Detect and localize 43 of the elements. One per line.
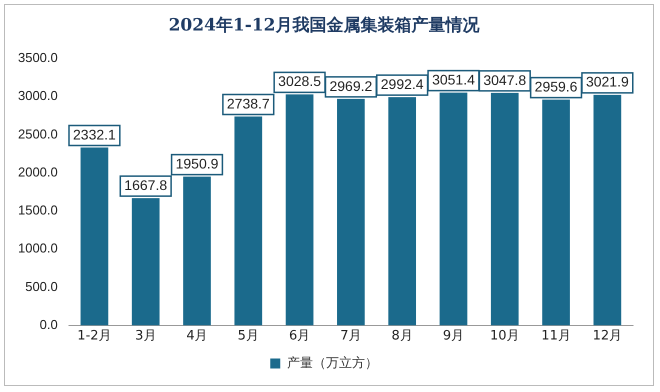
data-label: 1667.8	[124, 177, 168, 194]
x-tick-label: 11月	[541, 328, 571, 344]
y-tick-label: 1500.0	[18, 202, 58, 218]
data-label: 1950.9	[176, 155, 219, 172]
x-tick-label: 6月	[288, 328, 310, 344]
data-label: 2738.7	[226, 95, 270, 112]
data-label: 2969.2	[329, 78, 372, 94]
data-label: 3051.4	[432, 71, 476, 88]
y-tick-label: 3500.0	[18, 50, 58, 65]
y-tick-label: 500.0	[25, 278, 58, 294]
x-tick-label: 9月	[442, 328, 464, 344]
bar	[337, 98, 365, 326]
x-tick-label: 7月	[340, 328, 362, 344]
bar	[490, 92, 519, 326]
chart-title: 2024年1-12月我国金属集装箱产量情况	[168, 16, 480, 36]
bar	[440, 92, 468, 326]
y-tick-label: 2500.0	[18, 126, 58, 142]
data-label: 3047.8	[483, 72, 526, 88]
data-label: 3028.5	[278, 73, 322, 90]
data-label: 2992.4	[380, 76, 424, 92]
x-tick-label: 1-2月	[77, 328, 112, 344]
x-tick-label: 10月	[490, 328, 520, 344]
bar	[80, 147, 108, 326]
data-label: 3021.9	[586, 74, 629, 90]
bar	[132, 198, 160, 326]
x-tick-label: 8月	[392, 328, 413, 344]
x-tick-label: 5月	[238, 328, 259, 344]
y-tick-label: 1000.0	[18, 240, 58, 256]
data-label: 2332.1	[72, 126, 116, 142]
bar	[542, 100, 570, 326]
legend-label: 产量（万立方）	[286, 354, 378, 371]
y-tick-label: 2000.0	[18, 164, 58, 180]
bar	[234, 116, 262, 326]
bar	[183, 176, 211, 326]
x-tick-label: 4月	[186, 328, 208, 344]
data-label: 2959.6	[534, 78, 578, 94]
y-tick-label: 0.0	[40, 316, 58, 332]
bar	[388, 97, 416, 326]
y-tick-label: 3000.0	[18, 88, 58, 104]
bar	[594, 94, 622, 326]
x-tick-label: 3月	[135, 328, 156, 344]
x-tick-label: 12月	[592, 328, 622, 344]
bar	[286, 94, 314, 326]
